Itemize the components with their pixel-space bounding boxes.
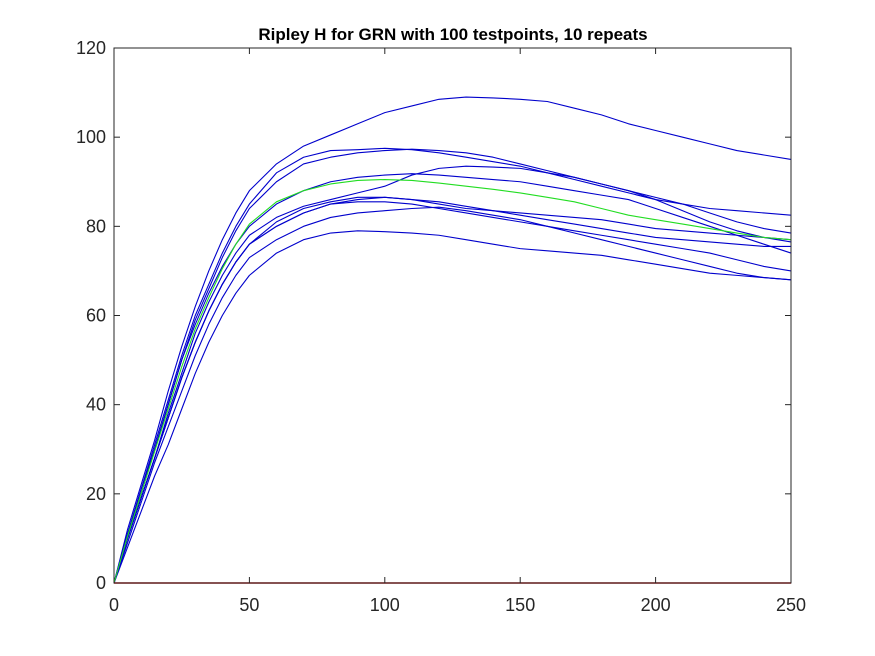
y-tick-label: 20 bbox=[86, 484, 106, 504]
x-tick-label: 250 bbox=[776, 595, 806, 615]
y-tick-label: 0 bbox=[96, 573, 106, 593]
x-tick-label: 0 bbox=[109, 595, 119, 615]
y-tick-label: 80 bbox=[86, 216, 106, 236]
series-line-repeat-5 bbox=[113, 165, 792, 584]
y-tick-label: 60 bbox=[86, 306, 106, 326]
y-tick-label: 100 bbox=[76, 127, 106, 147]
series-line-repeat-8 bbox=[113, 201, 792, 584]
series-line-repeat-9 bbox=[113, 206, 792, 584]
y-tick-label: 40 bbox=[86, 395, 106, 415]
axes-layer: 0 50 100 150 200 250 0 20 40 60 80 100 120 bbox=[76, 38, 806, 615]
series-line-repeat-4 bbox=[113, 173, 792, 584]
series-line-repeat-1 bbox=[113, 96, 792, 584]
x-tick-label: 50 bbox=[239, 595, 259, 615]
series-line-mean bbox=[113, 178, 792, 584]
y-tick-label: 120 bbox=[76, 38, 106, 58]
chart-title: Ripley H for GRN with 100 testpoints, 10… bbox=[258, 25, 647, 44]
x-tick-label: 150 bbox=[505, 595, 535, 615]
x-tick-label: 200 bbox=[641, 595, 671, 615]
series-line-repeat-10 bbox=[113, 230, 792, 584]
x-tick-label: 100 bbox=[370, 595, 400, 615]
